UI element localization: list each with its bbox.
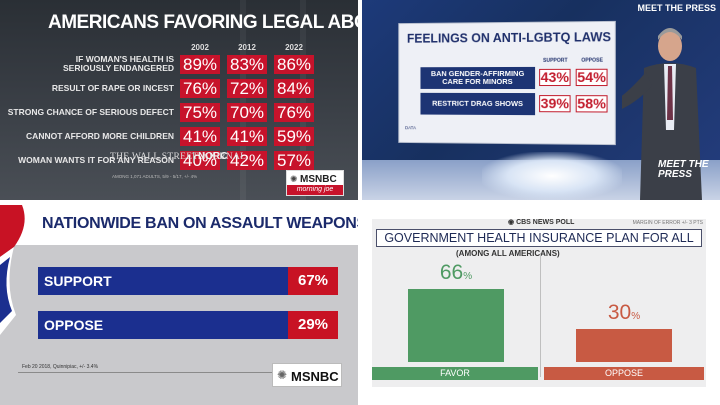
bar-value: 29% bbox=[288, 311, 338, 339]
value-cell: 76% bbox=[274, 103, 314, 122]
year-header: 2002 bbox=[180, 43, 220, 52]
column-header: OPPOSE bbox=[576, 58, 609, 64]
panel-title: GOVERNMENT HEALTH INSURANCE PLAN FOR ALL bbox=[377, 230, 701, 246]
table-row: CANNOT AFFORD MORE CHILDREN 41% 41% 59% bbox=[0, 125, 358, 147]
year-header: 2022 bbox=[274, 43, 314, 52]
source-note: AMONG 1,071 ADULTS, 5/9 - 5/17, +/- 4% bbox=[112, 174, 197, 179]
value-cell: 59% bbox=[274, 127, 314, 146]
row-label-text: BAN GENDER-AFFIRMING CARE FOR MINORS bbox=[431, 70, 524, 86]
panel-subtitle: (AMONG ALL AMERICANS) bbox=[456, 249, 560, 258]
bar-value: 66% bbox=[411, 261, 501, 285]
panel-title: FEELINGS ON ANTI-LGBTQ LAWS bbox=[407, 30, 611, 46]
value-cell: 39% bbox=[539, 95, 570, 112]
column-divider bbox=[540, 253, 541, 377]
brand-text: CBS NEWS POLL bbox=[516, 219, 574, 226]
value-cell: 72% bbox=[227, 79, 267, 98]
data-label: DATA bbox=[405, 125, 416, 130]
peacock-icon: ✺ bbox=[290, 174, 298, 185]
cbs-eye-icon: ◉ bbox=[508, 219, 514, 226]
panel-title: AMERICANS FAVORING LEGAL ABORTION bbox=[48, 12, 358, 34]
row-label-text: RESTRICT DRAG SHOWS bbox=[432, 100, 523, 108]
category-label: OPPOSE bbox=[544, 367, 704, 380]
value-cell: 84% bbox=[274, 79, 314, 98]
value-cell: 75% bbox=[180, 103, 220, 122]
row-label-line: RESULT OF RAPE OR INCEST bbox=[52, 84, 174, 93]
bar-value-number: 30 bbox=[608, 301, 631, 324]
row-label: RESTRICT DRAG SHOWS bbox=[420, 93, 535, 115]
value-cell: 83% bbox=[227, 55, 267, 74]
lgbtq-poll-panel: FEELINGS ON ANTI-LGBTQ LAWS SUPPORT OPPOS… bbox=[362, 0, 720, 200]
msnbc-logo: ✺ MSNBC bbox=[272, 363, 342, 387]
cbs-news-poll-logo: ◉ CBS NEWS POLL bbox=[508, 218, 574, 226]
studio-screen: FEELINGS ON ANTI-LGBTQ LAWS SUPPORT OPPOS… bbox=[398, 21, 616, 145]
row-label-line: SERIOUSLY ENDANGERED bbox=[63, 64, 174, 73]
peacock-icon: ✺ bbox=[277, 368, 287, 382]
row-label: IF WOMAN'S HEALTH IS SERIOUSLY ENDANGERED bbox=[63, 53, 174, 75]
year-header: 2012 bbox=[227, 43, 267, 52]
row-label-line: CANNOT AFFORD MORE CHILDREN bbox=[26, 132, 174, 141]
norc-logo: NORC bbox=[198, 151, 227, 162]
abortion-poll-panel: AMERICANS FAVORING LEGAL ABORTION 2002 20… bbox=[0, 0, 358, 200]
network-name: MSNBC bbox=[291, 369, 339, 384]
value-cell: 41% bbox=[227, 127, 267, 146]
value-cell: 54% bbox=[576, 69, 608, 86]
flag-ribbon-icon bbox=[0, 205, 45, 405]
value-cell: 58% bbox=[576, 95, 608, 112]
row-label: RESULT OF RAPE OR INCEST bbox=[52, 77, 174, 99]
value-cell: 43% bbox=[539, 69, 570, 86]
column-headers: SUPPORT OPPOSE bbox=[399, 22, 615, 24]
category-label: FAVOR bbox=[372, 367, 538, 380]
row-label-line: CARE FOR MINORS bbox=[431, 78, 524, 86]
health-insurance-panel: ◉ CBS NEWS POLL MARGIN OF ERROR +/- 3 PT… bbox=[362, 205, 720, 405]
value-cell: 57% bbox=[274, 151, 314, 170]
bar-value-unit: % bbox=[631, 311, 640, 322]
bar-value-number: 66 bbox=[440, 261, 463, 284]
bar-value: 30% bbox=[579, 301, 669, 325]
bar-oppose bbox=[576, 329, 672, 362]
show-logo: MEET THE PRESS bbox=[637, 4, 716, 13]
show-name: morning joe bbox=[287, 185, 343, 195]
table-row: STRONG CHANCE OF SERIOUS DEFECT 75% 70% 76% bbox=[0, 101, 358, 123]
lgbtq-table: BAN GENDER-AFFIRMING CARE FOR MINORS 43% 54… bbox=[399, 22, 615, 24]
row-label: CANNOT AFFORD MORE CHILDREN bbox=[26, 125, 174, 147]
panel-title: NATIONWIDE BAN ON ASSAULT WEAPONS bbox=[42, 215, 358, 233]
bar-value-unit: % bbox=[463, 271, 472, 282]
row-label: STRONG CHANCE OF SERIOUS DEFECT bbox=[8, 101, 174, 123]
value-cell: 86% bbox=[274, 55, 314, 74]
source-note: Feb 20 2018, Quinnipiac, +/- 3.4% bbox=[22, 364, 98, 370]
show-logo-bottom: MEET THE PRESS bbox=[658, 160, 720, 180]
value-cell: 76% bbox=[180, 79, 220, 98]
network-name: MSNBC bbox=[300, 174, 337, 185]
assault-weapons-panel: NATIONWIDE BAN ON ASSAULT WEAPONS SUPPOR… bbox=[0, 205, 358, 405]
value-cell: 41% bbox=[180, 127, 220, 146]
table-row: RESULT OF RAPE OR INCEST 76% 72% 84% bbox=[0, 77, 358, 99]
row-label: BAN GENDER-AFFIRMING CARE FOR MINORS bbox=[420, 67, 535, 89]
table-row: IF WOMAN'S HEALTH IS SERIOUSLY ENDANGERED… bbox=[0, 53, 358, 75]
logo-separator bbox=[193, 152, 194, 163]
row-label-line: STRONG CHANCE OF SERIOUS DEFECT bbox=[8, 108, 174, 117]
bar-label: SUPPORT bbox=[44, 267, 112, 295]
studio-desk bbox=[482, 152, 622, 200]
margin-of-error: MARGIN OF ERROR +/- 3 PTS bbox=[633, 220, 703, 226]
bar-value: 67% bbox=[288, 267, 338, 295]
bar-label: OPPOSE bbox=[44, 311, 103, 339]
column-header: SUPPORT bbox=[539, 58, 571, 64]
value-cell: 70% bbox=[227, 103, 267, 122]
value-cell: 89% bbox=[180, 55, 220, 74]
msnbc-logo: ✺ MSNBC morning joe bbox=[286, 170, 344, 196]
title-box: GOVERNMENT HEALTH INSURANCE PLAN FOR ALL bbox=[376, 229, 702, 247]
bar-favor bbox=[408, 289, 504, 362]
